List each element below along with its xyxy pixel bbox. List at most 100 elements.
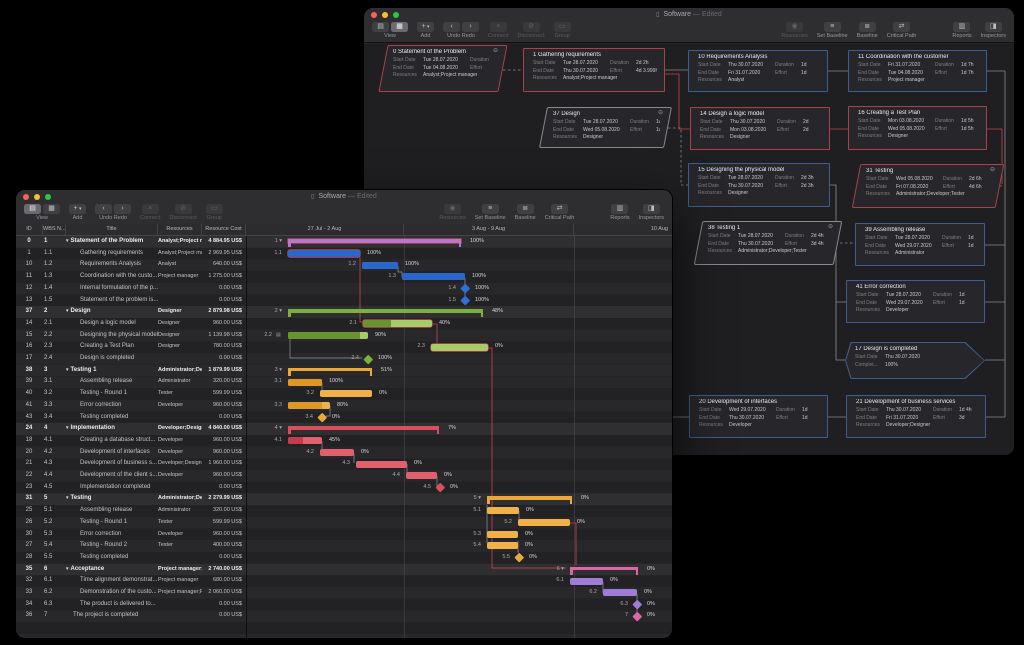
task-node-20[interactable]: 20 Development of interfaces Start Date We… [689, 395, 828, 438]
gantt-milestone-diamond[interactable] [460, 284, 470, 294]
table-row[interactable]: 36 7 The project is completed 0.00 US$ 7 0% [16, 610, 672, 622]
resources-button[interactable]: ◉ [444, 204, 462, 214]
timeline-header-week-0[interactable]: 27 Jul - 2 Aug [246, 224, 404, 235]
table-row[interactable]: 40 3.2 Testing - Round 1 Tester 599.99 US$ 3.… [16, 388, 672, 400]
gantt-summary-bar[interactable] [288, 426, 439, 434]
critical-path-button[interactable]: ⇄ [893, 22, 911, 32]
add-button[interactable]: + ▾ [69, 204, 86, 214]
table-row[interactable]: 38 3 ▾Testing 1 Administrator;Dev... 1 879.9… [16, 365, 672, 377]
gantt-task-bar[interactable] [518, 519, 570, 527]
table-row[interactable]: 28 5.5 Testing completed 0.00 US$ 5.5 0% [16, 552, 672, 564]
undo-redo-button[interactable]: › [114, 204, 131, 214]
table-row[interactable]: 32 6.1 Time alignment demonstrat... Project… [16, 575, 672, 587]
timeline-header-week-2[interactable]: 10 Aug [650, 226, 668, 232]
gantt-milestone-diamond[interactable] [514, 553, 524, 563]
resources-button[interactable]: ◉ [786, 22, 804, 32]
gantt-milestone-diamond[interactable] [632, 599, 642, 610]
table-row[interactable]: 39 3.1 Assembling release Administrator 320.… [16, 376, 672, 388]
gantt-task-bar[interactable] [487, 530, 518, 538]
gantt-task-bar[interactable] [363, 320, 432, 328]
gantt-task-bar[interactable] [487, 542, 518, 550]
column-header-resources[interactable]: Resources [158, 224, 202, 235]
table-row[interactable]: 14 2.1 Design a logic model Designer 960.00 … [16, 318, 672, 330]
disclosure-triangle-icon[interactable]: ▾ [66, 308, 69, 315]
zoom-button[interactable] [45, 194, 51, 200]
titlebar[interactable]: ▯ Software — Edited [364, 8, 1014, 21]
table-row[interactable]: 16 2.3 Creating a Test Plan Designer 780.00 … [16, 341, 672, 353]
table-row[interactable]: 11 1.3 Coordination with the custo... Proje… [16, 271, 672, 283]
connect-button[interactable]: × [141, 204, 159, 214]
gantt-task-bar[interactable] [402, 273, 465, 281]
gantt-milestone-diamond[interactable] [363, 354, 373, 364]
disclosure-triangle-icon[interactable]: ▾ [66, 366, 69, 373]
disclosure-triangle-icon[interactable]: ▾ [66, 425, 69, 432]
table-row[interactable]: 41 3.3 Error correction Developer 960.00 US$… [16, 400, 672, 412]
table-row[interactable]: 34 6.3 The product is delivered to... 0.00 … [16, 599, 672, 611]
collapse-icon[interactable]: ⊖ [657, 110, 663, 116]
collapse-icon[interactable]: ⊖ [827, 224, 833, 230]
disconnect-button[interactable]: ⊘ [522, 22, 540, 32]
table-row[interactable]: 20 4.2 Development of interfaces Developer 9… [16, 447, 672, 459]
gantt-milestone-diamond[interactable] [435, 482, 445, 493]
inspectors-button[interactable]: ◨ [642, 204, 660, 214]
baseline-button[interactable]: ≣ [858, 22, 876, 32]
gantt-task-bar[interactable] [570, 577, 603, 585]
task-node-39[interactable]: 39 Assembling release Start Date Tue 28.07… [855, 223, 985, 266]
gantt-task-bar[interactable] [431, 343, 488, 351]
gantt-milestone-diamond[interactable] [317, 412, 327, 422]
table-row[interactable]: 37 2 ▾ Design Designer 2 879.98 US$ 2 ▾ 48% [16, 306, 672, 318]
critical-path-button[interactable]: ⇄ [551, 204, 569, 214]
close-button[interactable] [23, 194, 29, 200]
column-header-title[interactable]: Title [66, 224, 158, 235]
table-row[interactable]: 24 4 ▾Implementation Developer;Designer 4 84… [16, 423, 672, 435]
reports-button[interactable]: ▥ [953, 22, 971, 32]
minimize-button[interactable] [382, 12, 388, 18]
table-row[interactable]: 31 5 ▾Testing Administrator;Dev... 2 279.99 … [16, 493, 672, 505]
task-node-11[interactable]: 11 Coordination with the customer Start D… [848, 50, 987, 92]
inspectors-button[interactable]: ◨ [984, 22, 1002, 32]
table-row[interactable]: 0 1 ▾ Statement of the Problem Analyst;Proje… [16, 236, 672, 248]
column-header-resource-cost[interactable]: Resource Cost [202, 224, 246, 235]
gantt-task-bar[interactable] [288, 249, 360, 257]
add-button[interactable]: + ▾ [417, 22, 434, 32]
gantt-milestone-diamond[interactable] [460, 295, 470, 305]
timeline-header-week-1[interactable]: 3 Aug - 9 Aug [404, 224, 574, 235]
zoom-button[interactable] [393, 12, 399, 18]
group-button[interactable]: ▭ [553, 22, 571, 32]
connect-button[interactable]: × [489, 22, 507, 32]
table-row[interactable]: 1 1.1 Gathering requirements Analyst;Projec… [16, 248, 672, 260]
gantt-task-bar[interactable] [362, 261, 398, 269]
table-row[interactable]: 27 5.4 Testing - Round 2 Tester 400.00 US$ 5.… [16, 540, 672, 552]
task-node-14[interactable]: 14 Design a logic model Start Date Thu 30.… [690, 107, 830, 150]
disclosure-triangle-icon[interactable]: ▾ [66, 495, 69, 502]
view-button[interactable]: ▤ [24, 204, 41, 214]
table-row[interactable]: 18 4.1 Creating a database struct... Develo… [16, 435, 672, 447]
gantt-summary-bar[interactable] [570, 566, 638, 574]
gantt-summary-bar[interactable] [288, 367, 372, 375]
table-row[interactable]: 13 1.5 Statement of the problem is... 0.00 … [16, 295, 672, 307]
reports-button[interactable]: ▥ [611, 204, 629, 214]
task-node-21[interactable]: 21 Development of business services Start… [846, 395, 986, 438]
table-row[interactable]: 15 2.2 Designing the physical model Designe… [16, 330, 672, 342]
column-header-id[interactable]: ID [16, 224, 43, 235]
gantt-task-bar[interactable] [356, 460, 407, 468]
pane-divider[interactable] [246, 236, 247, 638]
task-node-15[interactable]: 15 Designing the physical model Start Dat… [688, 163, 830, 207]
gantt-summary-bar[interactable] [288, 309, 483, 317]
task-node-38[interactable]: 38 Testing 1 Start Date Tue 28.07.2020 Dura… [693, 221, 843, 265]
gantt-task-bar[interactable] [288, 331, 368, 339]
gantt-task-bar[interactable] [487, 507, 519, 515]
view-button[interactable]: ▦ [43, 204, 60, 214]
gantt-summary-bar[interactable] [487, 496, 572, 504]
titlebar[interactable]: ▯ Software — Edited [16, 190, 672, 203]
undo-redo-button[interactable]: ‹ [443, 22, 460, 32]
task-node-1[interactable]: 1 Gathering requirements Start Date Tue 28… [523, 48, 665, 92]
undo-redo-button[interactable]: ‹ [95, 204, 112, 214]
task-node-37[interactable]: 37 Design Start Date Tue 28.07.2020 Duratio… [539, 107, 672, 148]
table-row[interactable]: 12 1.4 Internal formulation of the p... 0.0… [16, 283, 672, 295]
group-button[interactable]: ▭ [205, 204, 223, 214]
column-header-wbs-n-[interactable]: WBS N... [43, 224, 66, 235]
gantt-task-bar[interactable] [288, 437, 322, 445]
undo-redo-button[interactable]: › [462, 22, 479, 32]
task-node-10[interactable]: 10 Requirements Analysis Start Date Thu 30… [688, 50, 828, 92]
